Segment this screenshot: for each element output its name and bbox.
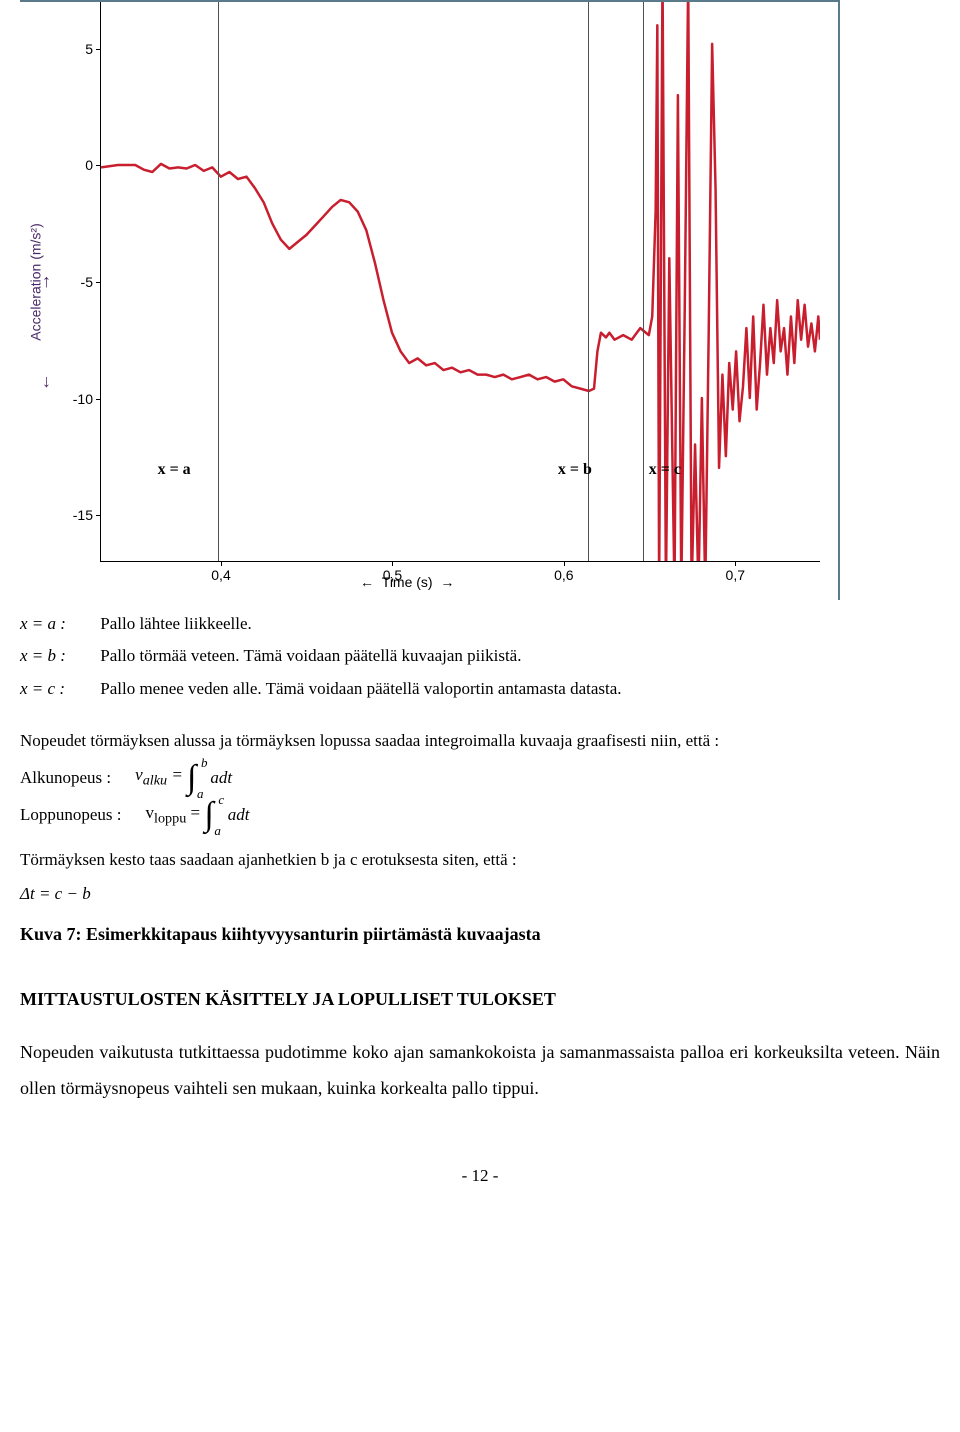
description-text: Pallo törmää veteen. Tämä voidaan päätel… bbox=[96, 646, 521, 665]
yaxis-arrows: ↑ ↓ bbox=[42, 272, 51, 290]
ytick-mark bbox=[96, 49, 101, 50]
vline-label-c: x = c bbox=[649, 461, 681, 479]
formula-alku-expr: valku = ∫ b a adt bbox=[135, 764, 232, 791]
description-row: x = b : Pallo törmää veteen. Tämä voidaa… bbox=[20, 640, 960, 672]
loppu-lhs-sub: loppu bbox=[154, 810, 186, 826]
formula-alku-label: Alkunopeus : bbox=[20, 768, 111, 788]
chart-descriptions: x = a : Pallo lähtee liikkeelle.x = b : … bbox=[20, 608, 960, 705]
description-key: x = c : bbox=[20, 673, 96, 705]
formula-loppu-expr: vloppu = ∫ c a adt bbox=[146, 801, 250, 828]
xtick-mark bbox=[735, 561, 736, 566]
xtick-mark bbox=[392, 561, 393, 566]
ytick-mark bbox=[96, 282, 101, 283]
chart-svg bbox=[101, 2, 820, 561]
alku-lhs: v bbox=[135, 765, 143, 784]
formula-alku: Alkunopeus : valku = ∫ b a adt bbox=[20, 764, 960, 791]
data-line bbox=[101, 2, 820, 561]
section-title: MITTAUSTULOSTEN KÄSITTELY JA LOPULLISET … bbox=[20, 989, 940, 1010]
integral-sign-2: ∫ c a bbox=[204, 801, 213, 828]
alku-upper: b bbox=[201, 758, 208, 768]
ytick-mark bbox=[96, 165, 101, 166]
plot-area: 50-5-10-150,40,50,60,7x = ax = bx = c bbox=[100, 2, 820, 562]
vline-a bbox=[218, 2, 220, 561]
alku-body: adt bbox=[210, 768, 232, 788]
para2: Törmäyksen kesto taas saadaan ajanhetkie… bbox=[20, 846, 920, 873]
description-key: x = b : bbox=[20, 640, 96, 672]
xtick-mark bbox=[564, 561, 565, 566]
ytick-mark bbox=[96, 399, 101, 400]
vline-c bbox=[643, 2, 645, 561]
vline-label-b: x = b bbox=[558, 461, 592, 479]
xtick-mark bbox=[221, 561, 222, 566]
alku-lower: a bbox=[197, 789, 204, 799]
xaxis-label: ← Time (s) → bbox=[360, 574, 454, 590]
integral-sign: ∫ b a bbox=[187, 764, 196, 791]
body-text: Nopeuden vaikutusta tutkittaessa pudotim… bbox=[20, 1034, 940, 1106]
description-text: Pallo menee veden alle. Tämä voidaan pää… bbox=[96, 679, 622, 698]
description-key: x = a : bbox=[20, 608, 96, 640]
formula-loppu: Loppunopeus : vloppu = ∫ c a adt bbox=[20, 801, 960, 828]
xaxis-label-text: Time (s) bbox=[382, 574, 433, 590]
description-row: x = c : Pallo menee veden alle. Tämä voi… bbox=[20, 673, 960, 705]
description-row: x = a : Pallo lähtee liikkeelle. bbox=[20, 608, 960, 640]
delta-formula: Δt = c − b bbox=[20, 884, 960, 904]
figure-caption: Kuva 7: Esimerkkitapaus kiihtyvyysanturi… bbox=[20, 924, 940, 945]
alku-lhs-sub: alku bbox=[143, 773, 167, 789]
loppu-upper: c bbox=[218, 795, 224, 805]
ytick-mark bbox=[96, 515, 101, 516]
page-number: - 12 - bbox=[0, 1166, 960, 1186]
intro-paragraph: Nopeudet törmäyksen alussa ja törmäyksen… bbox=[20, 727, 920, 754]
description-text: Pallo lähtee liikkeelle. bbox=[96, 614, 252, 633]
vline-label-a: x = a bbox=[158, 461, 191, 479]
loppu-body: adt bbox=[228, 805, 250, 825]
loppu-lower: a bbox=[214, 826, 221, 836]
formula-loppu-label: Loppunopeus : bbox=[20, 805, 122, 825]
chart-container: Acceleration (m/s²) ↑ ↓ 50-5-10-150,40,5… bbox=[20, 0, 840, 600]
